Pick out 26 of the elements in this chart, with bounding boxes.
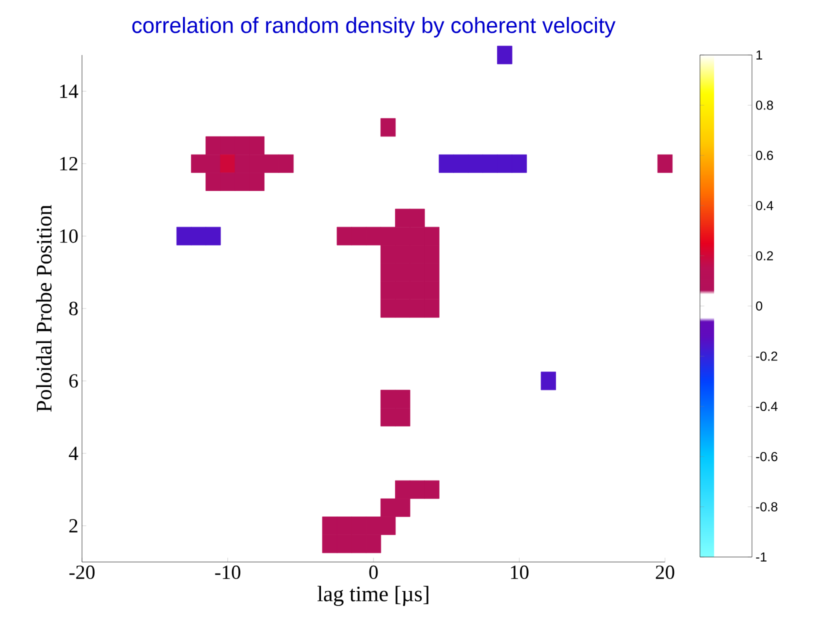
color-bar-label: 1 (756, 50, 762, 60)
x-axis-title: lag time [µs] (318, 586, 428, 606)
color-bar-label: -0.2 (756, 352, 778, 361)
y-tick-label: 6 (69, 374, 78, 388)
y-axis-title: Poloidal Probe Position (36, 204, 52, 412)
y-tick-label: 12 (60, 157, 78, 170)
x-tick-label: -10 (215, 566, 240, 580)
y-tick-label: 8 (69, 302, 78, 316)
color-bar-label: 0.2 (756, 251, 773, 260)
color-bar-label: -0.4 (756, 402, 778, 411)
y-tick-label: 4 (68, 446, 78, 460)
x-tick-label: 20 (656, 566, 674, 580)
color-bar-label: -0.6 (756, 452, 778, 462)
x-tick-label: 0 (369, 566, 378, 580)
x-tick-label: 10 (511, 566, 528, 580)
y-tick-label: 2 (69, 519, 78, 532)
y-tick-label: 10 (60, 229, 78, 243)
chart-title: correlation of random density by coherent velocity (132, 16, 616, 38)
color-bar-label: -0.8 (756, 502, 778, 512)
color-bar-label: 0.4 (756, 200, 774, 210)
color-bar-label: 0 (756, 301, 762, 311)
color-bar-label: -1 (756, 552, 766, 562)
color-bar-label: 0.8 (756, 100, 774, 110)
color-bar-label: 0.6 (756, 150, 774, 160)
y-tick-label: 14 (60, 84, 78, 98)
x-tick-label: -20 (69, 566, 95, 580)
